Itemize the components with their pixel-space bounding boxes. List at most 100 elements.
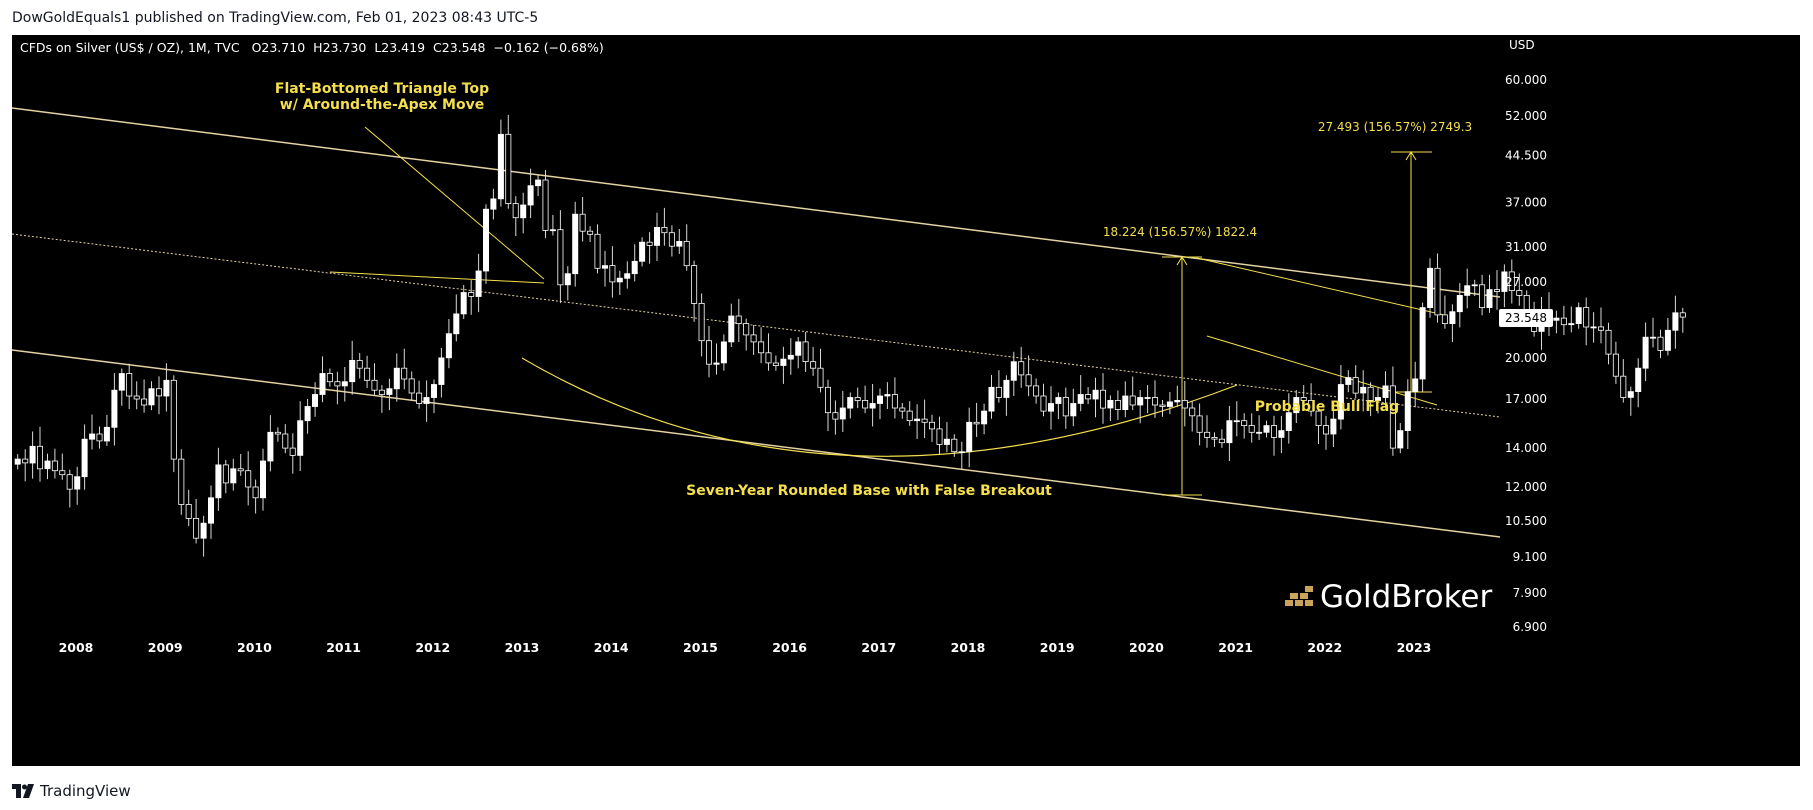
annotation-triangle-line2: w/ Around-the-Apex Move [280, 97, 484, 113]
candle-body [1100, 389, 1107, 409]
goldbroker-bars-icon [1285, 586, 1313, 606]
candle-body [609, 265, 616, 283]
candle-body [170, 379, 177, 460]
candle-body [364, 367, 371, 381]
y-tick-label: 17.000 [1505, 392, 1547, 406]
candle-body [1129, 395, 1136, 406]
candle-body [36, 445, 43, 470]
candle-body [1211, 436, 1218, 440]
candle-body [22, 458, 29, 464]
candle-body [163, 379, 170, 397]
candle-body [616, 277, 623, 283]
candle-body [1367, 386, 1374, 401]
x-tick-label: 2021 [1218, 640, 1253, 655]
candle-body [981, 410, 988, 425]
candle-body [468, 292, 475, 297]
candle-body [282, 433, 289, 449]
candle-body [1635, 367, 1642, 393]
chart-background [12, 35, 1800, 766]
candle-body [1568, 323, 1575, 326]
y-tick-label: 27.000 [1505, 275, 1547, 289]
candle-body [1471, 284, 1478, 287]
candle-body [371, 379, 378, 391]
candle-body [1048, 403, 1055, 412]
candle-body [29, 445, 36, 464]
candle-body [787, 354, 794, 360]
tradingview-brand[interactable]: TradingView [12, 780, 131, 802]
candle-body [1263, 425, 1270, 433]
candle-body [59, 470, 66, 476]
x-tick-label: 2015 [683, 640, 718, 655]
candle-body [416, 392, 423, 404]
candle-body [966, 421, 973, 453]
candle-body [1404, 391, 1411, 432]
last-price-tag [1499, 309, 1553, 327]
candle-body [602, 265, 609, 269]
candle-body [1293, 397, 1300, 414]
y-tick-label: 12.000 [1505, 480, 1547, 494]
candle-body [89, 433, 96, 440]
candle-body [1152, 397, 1159, 406]
candle-body [51, 460, 58, 472]
candle-body [891, 394, 898, 409]
y-axis-ticks: 60.00052.00044.50037.00031.00027.00023.0… [1505, 73, 1547, 634]
candle-body [185, 504, 192, 519]
candle-body [1159, 404, 1166, 407]
candle-body [1672, 312, 1679, 331]
candle-body [1664, 329, 1671, 351]
candle-body [728, 315, 735, 343]
candle-body [594, 233, 601, 269]
x-tick-label: 2013 [505, 640, 540, 655]
candle-body [654, 226, 661, 246]
tradingview-logo-icon [12, 784, 34, 798]
y-tick-label: 60.000 [1505, 73, 1547, 87]
x-tick-label: 2023 [1397, 640, 1432, 655]
candle-body [1196, 415, 1203, 433]
candle-body [1271, 425, 1278, 438]
candle-body [66, 474, 73, 490]
chart-svg[interactable]: CFDs on Silver (US$ / OZ), 1M, TVC O23.71… [12, 35, 1800, 766]
candle-body [973, 421, 980, 425]
candle-body [1389, 385, 1396, 449]
candle-body [1137, 397, 1144, 406]
candles [14, 114, 1686, 557]
annotation-base: Seven-Year Rounded Base with False Break… [686, 483, 1052, 499]
channel-lines [12, 107, 1501, 538]
candle-body [839, 407, 846, 420]
candle-body [1345, 377, 1352, 385]
candle-body [1233, 420, 1240, 423]
rounded-base-arc [521, 357, 1238, 457]
annotation-triangle-line1: Flat-Bottomed Triangle Top [275, 81, 489, 97]
triangle-base-line [329, 271, 545, 284]
candle-body [1226, 420, 1233, 444]
candle-body [326, 373, 333, 383]
candle-body [1627, 391, 1634, 398]
candle-body [527, 185, 534, 206]
candle-body [1204, 431, 1211, 438]
candle-body [1010, 361, 1017, 381]
candle-body [1560, 317, 1567, 326]
y-axis-unit: USD [1509, 38, 1535, 52]
candle-body [691, 265, 698, 304]
x-tick-label: 2012 [415, 640, 450, 655]
candle-body [624, 273, 631, 279]
candle-body [1337, 384, 1344, 420]
candle-body [475, 270, 482, 297]
candle-body [193, 517, 200, 539]
annotation-texts: Flat-Bottomed Triangle Top w/ Around-the… [275, 81, 1399, 499]
goldbroker-watermark: GoldBroker [1285, 579, 1492, 615]
candle-body [1508, 271, 1515, 291]
candle-body [1427, 267, 1434, 309]
candle-body [490, 198, 497, 210]
candle-body [222, 464, 229, 484]
candle-body [1360, 386, 1367, 394]
candle-body [297, 420, 304, 456]
candle-body [877, 395, 884, 404]
candle-body [207, 497, 214, 524]
candle-body [349, 359, 356, 383]
chart-panel[interactable]: CFDs on Silver (US$ / OZ), 1M, TVC O23.71… [12, 35, 1800, 766]
candle-body [1218, 438, 1225, 444]
candle-body [1033, 385, 1040, 397]
candle-body [1479, 284, 1486, 309]
y-tick-label: 31.000 [1505, 240, 1547, 254]
